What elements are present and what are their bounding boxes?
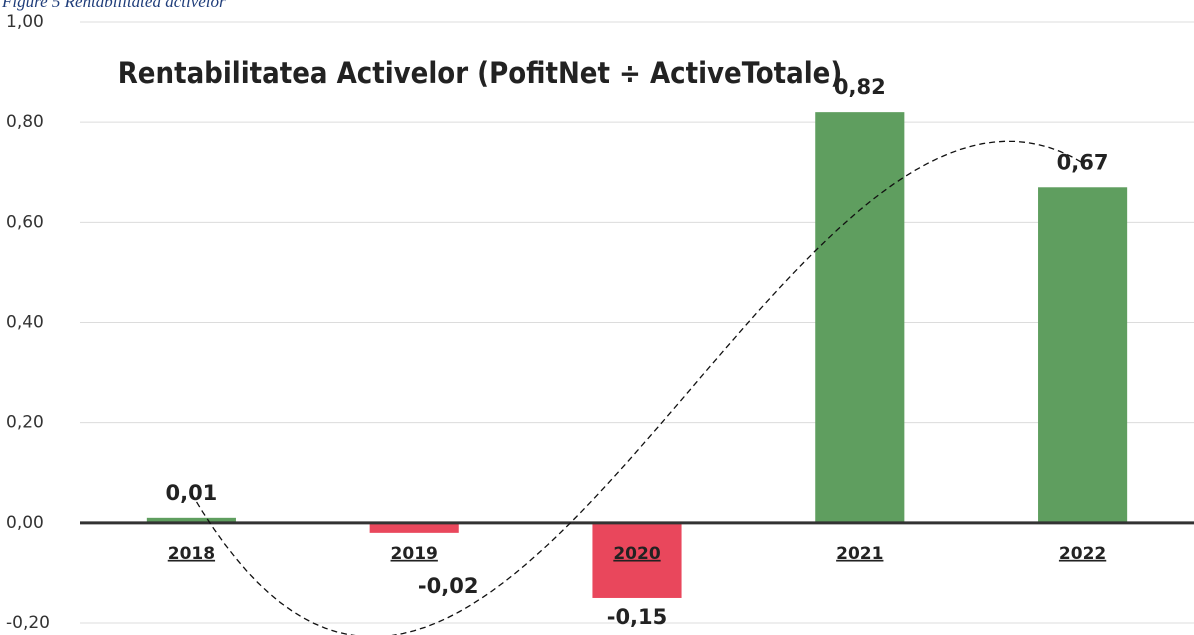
- value-label: 0,67: [1057, 150, 1109, 174]
- y-tick-label: 0,20: [6, 413, 44, 433]
- x-tick-label: 2021: [836, 544, 883, 564]
- y-tick-label: 0,40: [6, 313, 44, 333]
- bar: [1038, 187, 1128, 523]
- value-label: -0,15: [607, 605, 668, 629]
- x-tick-label: 2018: [168, 544, 215, 564]
- x-tick-label: 2019: [391, 544, 438, 564]
- trendline: [190, 140, 1083, 635]
- value-label: -0,02: [418, 574, 479, 598]
- bar: [369, 522, 459, 533]
- y-tick-label: 0,80: [6, 112, 44, 132]
- value-label: 0,01: [165, 481, 217, 505]
- y-tick-label: -0,20: [6, 613, 50, 633]
- caption: Figure 5 Rentabilitatea activelor: [1, 0, 226, 11]
- y-tick-label: 1,00: [6, 12, 44, 32]
- x-tick-label: 2022: [1059, 544, 1106, 564]
- value-label: 0,82: [834, 75, 886, 99]
- bar: [592, 522, 682, 598]
- bar: [815, 112, 905, 523]
- chart-title: Rentabilitatea Activelor (PofitNet ÷ Act…: [118, 56, 843, 90]
- y-tick-label: 0,60: [6, 212, 44, 232]
- y-tick-label: 0,00: [6, 513, 44, 533]
- x-tick-label: 2020: [613, 544, 660, 564]
- bar: [146, 517, 236, 523]
